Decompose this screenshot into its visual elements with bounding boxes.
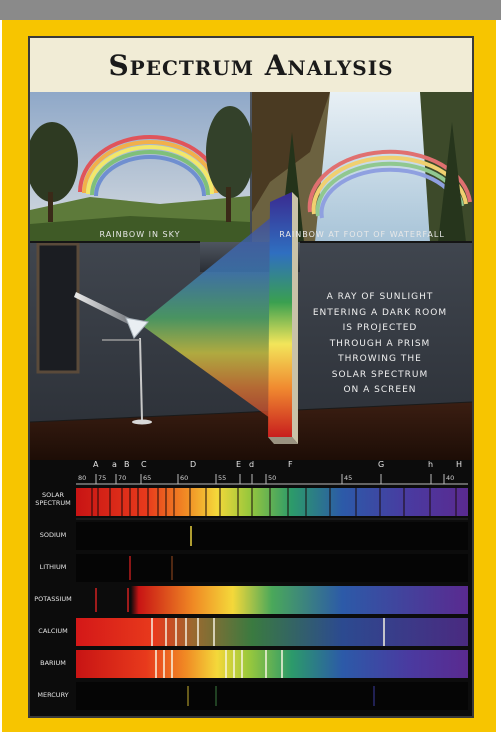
caption-rainbow-sky: RAINBOW IN SKY: [99, 230, 181, 239]
fraunhofer-label: A: [93, 460, 99, 469]
description-line: THROUGH A PRISM: [329, 338, 431, 349]
spectrum-label-barium: BARIUM: [40, 659, 66, 667]
wavelength-label: 50: [268, 474, 277, 482]
spectrum-label-lithium: LITHIUM: [39, 563, 67, 571]
wavelength-label: 55: [218, 474, 227, 482]
wavelength-label: 80: [78, 474, 87, 482]
spectrum-label-calcium: CALCIUM: [38, 627, 68, 635]
fraunhofer-label: G: [378, 460, 385, 469]
scene-illustration: [30, 92, 472, 460]
fraunhofer-label: D: [190, 460, 197, 469]
caption-rainbow-waterfall: RAINBOW AT FOOT OF WATERFALL: [279, 230, 445, 239]
description-line: THROWING THE: [338, 354, 422, 364]
wavelength-label: 70: [118, 474, 127, 482]
spectrum-label-potassium: POTASSIUM: [34, 595, 72, 603]
description-line: SOLAR SPECTRUM: [331, 369, 429, 380]
wavelength-label: 45: [344, 474, 353, 482]
description-line: ENTERING A DARK ROOM: [312, 307, 448, 318]
prism-scene: RAINBOW IN SKY RAINBOW AT FOOT OF WATERF…: [30, 92, 472, 460]
wavelength-label: 60: [180, 474, 189, 482]
description-line: A RAY OF SUNLIGHT: [326, 292, 434, 302]
rainbow-sky-painting: [30, 92, 254, 242]
rainbow-waterfall-painting: [252, 92, 472, 242]
spectrum-label-sodium: SODIUM: [39, 531, 67, 539]
wavelength-label: 40: [446, 474, 455, 482]
window-top-bar: [0, 0, 501, 20]
fraunhofer-label: F: [288, 460, 293, 469]
prism-description: A RAY OF SUNLIGHT ENTERING A DARK ROOM I…: [300, 290, 460, 399]
description-line: ON A SCREEN: [343, 385, 417, 395]
fraunhofer-label: H: [456, 460, 463, 469]
fraunhofer-label: h: [428, 460, 434, 469]
spectrum-label-solar: SOLAR SPECTRUM: [35, 491, 71, 507]
fraunhofer-label: a: [112, 460, 117, 469]
fraunhofer-label: B: [124, 460, 130, 469]
wavelength-label: 65: [143, 474, 152, 482]
fraunhofer-label: C: [141, 460, 147, 469]
wavelength-label: 75: [98, 474, 107, 482]
spectrum-poster: Spectrum Analysis: [28, 36, 474, 718]
spectrum-label-mercury: MERCURY: [37, 691, 69, 699]
fraunhofer-label: E: [236, 460, 242, 469]
fraunhofer-label: d: [249, 460, 255, 469]
spectra-panel: A a B C D E d F G h H 80 75 70 65 60 55 …: [30, 460, 472, 716]
description-line: IS PROJECTED: [342, 323, 418, 333]
spectra-bands: [76, 488, 468, 710]
scale-ticks: [76, 474, 468, 485]
page-title: Spectrum Analysis: [30, 38, 472, 94]
